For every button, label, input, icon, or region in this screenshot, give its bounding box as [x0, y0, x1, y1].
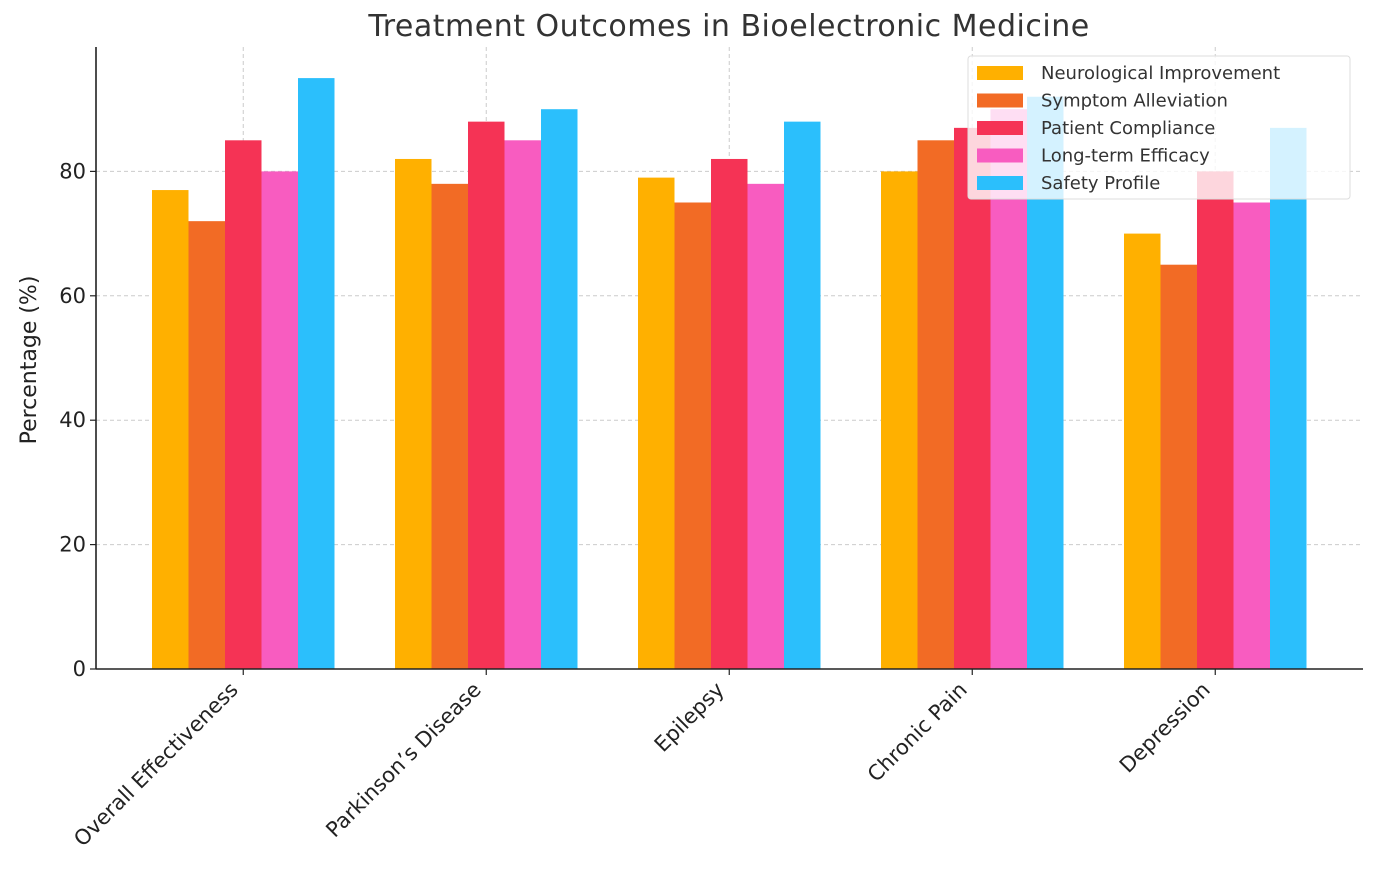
x-tick-label: Parkinson’s Disease — [321, 678, 485, 842]
y-tick-label: 60 — [59, 284, 86, 308]
bar-patient-compliance-4 — [1197, 171, 1234, 669]
x-axis-ticks: Overall Effectiveness Parkinson’s Disease… — [69, 669, 1216, 852]
bar-patient-compliance-3 — [954, 127, 991, 670]
bar-symptom-alleviation-3 — [917, 140, 954, 670]
x-tick-label: Overall Effectiveness — [69, 678, 243, 852]
x-tick-label: Depression — [1115, 678, 1215, 778]
bar-safety-profile-0 — [298, 78, 335, 670]
y-tick-label: 80 — [59, 159, 86, 183]
bar-patient-compliance-0 — [225, 140, 262, 670]
y-tick-label: 20 — [59, 533, 86, 557]
bar-neurological-improvement-0 — [152, 190, 189, 669]
bar-patient-compliance-1 — [468, 121, 505, 669]
legend-swatch — [977, 121, 1023, 135]
legend-label: Patient Compliance — [1041, 118, 1215, 139]
y-tick-label: 40 — [59, 408, 86, 432]
bar-patient-compliance-2 — [711, 158, 748, 669]
bar-safety-profile-4 — [1270, 127, 1307, 670]
chart-title: Treatment Outcomes in Bioelectronic Medi… — [367, 9, 1089, 44]
bar-symptom-alleviation-0 — [188, 221, 225, 669]
bars — [152, 78, 1307, 670]
bar-long-term-efficacy-2 — [747, 183, 784, 669]
legend-label: Symptom Alleviation — [1041, 91, 1228, 112]
legend-label: Neurological Improvement — [1041, 63, 1280, 84]
bar-long-term-efficacy-4 — [1233, 202, 1270, 669]
y-axis-label: Percentage (%) — [17, 276, 42, 445]
bar-safety-profile-1 — [541, 109, 578, 669]
y-axis-ticks: 0 20 40 60 80 — [59, 159, 96, 681]
x-tick-label: Chronic Pain — [863, 678, 972, 787]
bar-symptom-alleviation-1 — [431, 183, 468, 669]
bar-long-term-efficacy-0 — [261, 171, 298, 669]
legend: Neurological Improvement Symptom Alleviat… — [967, 55, 1351, 200]
bar-long-term-efficacy-3 — [990, 109, 1027, 669]
bar-safety-profile-2 — [784, 121, 821, 669]
x-tick-label: Epilepsy — [650, 678, 729, 757]
bar-neurological-improvement-2 — [638, 177, 675, 669]
legend-swatch — [977, 66, 1023, 80]
bar-neurological-improvement-3 — [881, 171, 918, 669]
bar-neurological-improvement-4 — [1124, 233, 1161, 669]
legend-swatch — [977, 93, 1023, 108]
legend-box — [967, 55, 1351, 200]
legend-swatch — [977, 176, 1023, 190]
bar-symptom-alleviation-4 — [1160, 264, 1197, 669]
y-tick-label: 0 — [73, 657, 86, 681]
bar-neurological-improvement-1 — [395, 158, 432, 669]
legend-label: Safety Profile — [1041, 173, 1160, 194]
bar-symptom-alleviation-2 — [674, 202, 711, 669]
bar-long-term-efficacy-1 — [504, 140, 541, 670]
legend-swatch — [977, 148, 1023, 163]
legend-label: Long-term Efficacy — [1041, 146, 1210, 167]
